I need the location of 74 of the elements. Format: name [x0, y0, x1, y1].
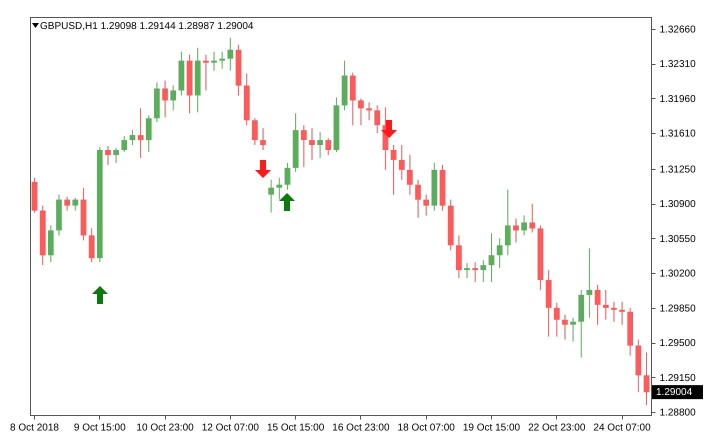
candlestick	[611, 301, 617, 322]
candlestick	[390, 144, 396, 196]
candlestick	[252, 118, 258, 146]
candlestick	[113, 148, 119, 164]
candlestick	[602, 289, 609, 320]
candlestick	[146, 114, 152, 152]
candlestick	[594, 284, 600, 326]
candlestick	[162, 80, 168, 118]
candlestick	[268, 179, 274, 214]
y-tick-label: 1.30550	[660, 234, 696, 245]
x-tick-label: 24 Oct 07:00	[593, 422, 652, 434]
candlestick	[464, 262, 470, 279]
candlestick	[309, 128, 315, 160]
candlestick	[529, 203, 536, 233]
candlestick	[472, 262, 478, 283]
candlestick	[260, 128, 266, 150]
candlestick	[300, 124, 307, 168]
y-tick-label: 1.31960	[660, 94, 696, 105]
candlestick	[219, 51, 226, 70]
candlestick	[105, 146, 111, 166]
candlestick	[570, 317, 576, 342]
y-tick-label: 1.30900	[660, 199, 696, 210]
candlestick	[415, 179, 421, 218]
y-tick-label: 1.32660	[660, 24, 696, 36]
candlestick	[203, 54, 209, 91]
candlestick	[284, 162, 290, 190]
candlestick	[211, 51, 217, 72]
chart-title: GBPUSD,H1 1.29098 1.29144 1.28987 1.29004	[40, 21, 254, 32]
x-tick-label: 16 Oct 23:00	[332, 422, 390, 434]
candlestick	[398, 144, 405, 180]
x-tick-label: 8 Oct 2018	[10, 422, 60, 434]
candlestick	[374, 104, 380, 134]
candlestick	[488, 232, 494, 283]
candlestick	[64, 196, 70, 212]
candlestick	[496, 238, 502, 269]
candlestick	[521, 215, 527, 236]
candlestick	[423, 194, 430, 216]
x-tick-label: 10 Oct 23:00	[136, 422, 194, 434]
candlestick	[325, 138, 332, 156]
candlestick	[88, 228, 94, 263]
candlestick	[138, 108, 144, 158]
x-tick-label: 18 Oct 07:00	[398, 422, 456, 434]
y-tick-label: 1.29850	[660, 303, 696, 314]
candlestick	[317, 132, 323, 158]
x-tick-label: 9 Oct 15:00	[74, 422, 126, 434]
candlestick	[504, 189, 511, 256]
x-tick-label: 22 Oct 23:00	[528, 422, 586, 434]
y-tick-label: 1.31250	[660, 164, 696, 176]
candlestick	[554, 302, 560, 338]
text: 1.29004	[656, 387, 693, 398]
candlestick	[358, 98, 364, 126]
x-tick-label: 12 Oct 07:00	[202, 422, 260, 434]
y-tick-label: 1.31610	[660, 128, 696, 140]
candlestick	[644, 352, 650, 406]
candlestick	[130, 130, 136, 146]
y-tick-label: 1.29500	[660, 338, 696, 350]
candlestick	[619, 301, 625, 326]
candlestick	[72, 197, 78, 212]
candlestick	[562, 314, 568, 340]
y-tick-label: 1.30200	[660, 268, 696, 280]
candlestick	[366, 102, 372, 121]
candlestick	[407, 154, 413, 196]
candlestick	[170, 84, 176, 111]
candlestick	[480, 260, 486, 283]
candlestick	[586, 248, 592, 318]
x-tick-label: 15 Oct 15:00	[266, 422, 325, 434]
candlestick	[227, 37, 234, 72]
candlestick	[513, 218, 519, 243]
x-tick-label: 19 Oct 15:00	[462, 422, 521, 434]
candlestick	[276, 177, 282, 200]
y-tick-label: 1.28800	[660, 408, 696, 419]
y-tick-label: 1.29150	[660, 372, 696, 384]
y-tick-label: 1.32310	[660, 59, 696, 70]
candlestick	[121, 136, 128, 152]
